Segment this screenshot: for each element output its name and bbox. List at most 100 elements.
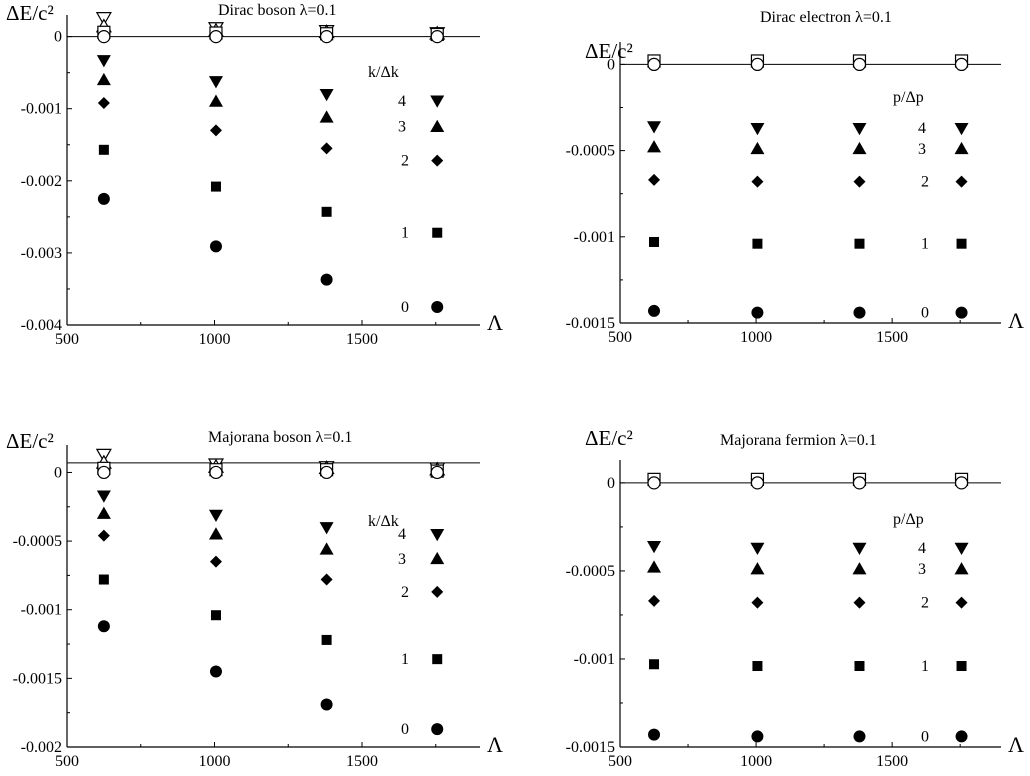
data-point-diamond-filled bbox=[209, 555, 222, 568]
data-point-circle-filled bbox=[648, 728, 661, 741]
data-point-square-filled bbox=[854, 238, 865, 249]
data-point-diamond-filled bbox=[648, 594, 661, 607]
y-axis-label: ΔE/c² bbox=[585, 39, 633, 63]
data-point-diamond-filled bbox=[320, 142, 333, 155]
data-point-triangle-down-filled bbox=[208, 509, 223, 523]
data-point-circle-open bbox=[320, 465, 334, 480]
data-point-circle-filled bbox=[320, 273, 333, 286]
data-point-diamond-filled bbox=[751, 596, 764, 609]
data-point-triangle-down-filled bbox=[750, 122, 765, 136]
data-point-square-filled bbox=[432, 654, 443, 665]
data-point-circle-open bbox=[954, 57, 969, 72]
data-point-triangle-down-filled bbox=[430, 528, 445, 542]
data-point-diamond-filled bbox=[431, 154, 444, 167]
y-axis-label: ΔE/c² bbox=[585, 426, 633, 450]
y-tick-label: 0 bbox=[54, 464, 62, 481]
legend-title: k/Δk bbox=[368, 513, 399, 530]
legend-title: p/Δp bbox=[893, 511, 924, 528]
data-point-circle-filled bbox=[955, 306, 968, 319]
series-label: 3 bbox=[918, 141, 926, 158]
series-label: 2 bbox=[921, 174, 929, 191]
y-tick-label: -0.0015 bbox=[566, 739, 615, 756]
data-point-triangle-up-filled bbox=[319, 542, 334, 555]
data-point-diamond-filled bbox=[209, 124, 222, 137]
data-point-circle-open bbox=[852, 57, 867, 72]
legend-title: p/Δp bbox=[893, 89, 924, 106]
data-point-triangle-down-filled bbox=[954, 542, 969, 556]
data-point-diamond-filled bbox=[648, 173, 661, 186]
data-point-circle-filled bbox=[431, 723, 444, 736]
data-point-triangle-down-filled bbox=[96, 55, 111, 68]
data-point-triangle-down-filled bbox=[319, 522, 334, 535]
data-point-diamond-filled bbox=[853, 175, 866, 188]
data-point-circle-filled bbox=[955, 730, 968, 743]
data-point-triangle-down-filled bbox=[647, 121, 662, 134]
data-point-triangle-up-filled bbox=[954, 562, 969, 575]
data-point-circle-filled bbox=[320, 698, 333, 711]
series-label: 3 bbox=[918, 561, 926, 578]
data-point-triangle-up-filled bbox=[647, 140, 662, 153]
y-tick-label: -0.0015 bbox=[13, 670, 62, 687]
data-point-triangle-up-filled bbox=[852, 562, 867, 575]
data-point-triangle-up-filled bbox=[96, 72, 111, 86]
series-label: 3 bbox=[398, 551, 406, 568]
data-point-square-filled bbox=[956, 661, 967, 672]
data-point-circle-filled bbox=[209, 240, 222, 253]
data-point-triangle-up-filled bbox=[208, 527, 223, 540]
y-axis-label: ΔE/c² bbox=[6, 1, 54, 25]
series-label: 0 bbox=[401, 299, 409, 316]
data-point-triangle-up-filled bbox=[954, 141, 969, 155]
data-point-square-filled bbox=[649, 236, 660, 247]
series-label: 4 bbox=[398, 526, 406, 543]
series-label: 2 bbox=[401, 584, 409, 601]
data-point-circle-open bbox=[647, 476, 661, 490]
data-point-triangle-down-filled bbox=[954, 122, 969, 136]
y-tick-label: -0.0005 bbox=[566, 143, 615, 160]
data-point-diamond-filled bbox=[751, 175, 764, 188]
data-point-circle-open bbox=[954, 476, 969, 490]
data-point-diamond-filled bbox=[955, 596, 968, 609]
data-point-circle-open bbox=[320, 30, 334, 44]
data-point-triangle-up-filled bbox=[430, 551, 445, 565]
data-point-diamond-filled bbox=[431, 585, 444, 598]
y-tick-label: -0.002 bbox=[21, 173, 62, 190]
data-point-triangle-up-filled bbox=[208, 94, 223, 107]
data-point-square-filled bbox=[210, 610, 221, 621]
data-point-circle-filled bbox=[853, 306, 866, 319]
x-tick-label: 1000 bbox=[740, 753, 772, 770]
y-tick-label: -0.001 bbox=[21, 602, 62, 619]
data-point-square-filled bbox=[854, 661, 865, 672]
y-tick-label: 0 bbox=[607, 475, 615, 492]
x-axis-label: Λ bbox=[1008, 308, 1024, 333]
x-tick-label: 1000 bbox=[199, 753, 231, 770]
y-tick-label: -0.003 bbox=[21, 245, 62, 262]
data-point-circle-filled bbox=[751, 730, 764, 743]
x-axis-label: Λ bbox=[1008, 732, 1024, 757]
data-point-square-filled bbox=[432, 227, 443, 238]
data-point-triangle-down-filled bbox=[852, 542, 867, 556]
chart-title: Majorana fermion λ=0.1 bbox=[720, 432, 877, 449]
data-point-square-filled bbox=[752, 238, 763, 249]
data-point-circle-filled bbox=[97, 620, 110, 633]
data-point-square-filled bbox=[956, 238, 967, 249]
y-tick-label: -0.002 bbox=[21, 739, 62, 756]
data-point-square-filled bbox=[98, 574, 109, 585]
data-point-square-filled bbox=[98, 144, 109, 155]
y-tick-label: -0.001 bbox=[21, 101, 62, 118]
series-label: 4 bbox=[918, 120, 926, 137]
data-point-circle-open bbox=[750, 57, 765, 72]
data-point-square-filled bbox=[321, 634, 332, 645]
x-tick-label: 1500 bbox=[876, 753, 908, 770]
data-point-circle-open bbox=[750, 476, 765, 490]
series-label: 3 bbox=[398, 119, 406, 136]
y-tick-label: -0.0005 bbox=[566, 563, 615, 580]
series-label: 4 bbox=[918, 540, 926, 557]
data-point-triangle-up-filled bbox=[319, 110, 334, 123]
x-tick-label: 500 bbox=[608, 329, 632, 346]
chart-title: Majorana boson λ=0.1 bbox=[208, 429, 352, 446]
y-tick-label: 0 bbox=[607, 56, 615, 73]
data-point-triangle-up-filled bbox=[750, 562, 765, 575]
data-point-triangle-up-filled bbox=[430, 119, 445, 132]
series-label: 0 bbox=[921, 728, 929, 745]
